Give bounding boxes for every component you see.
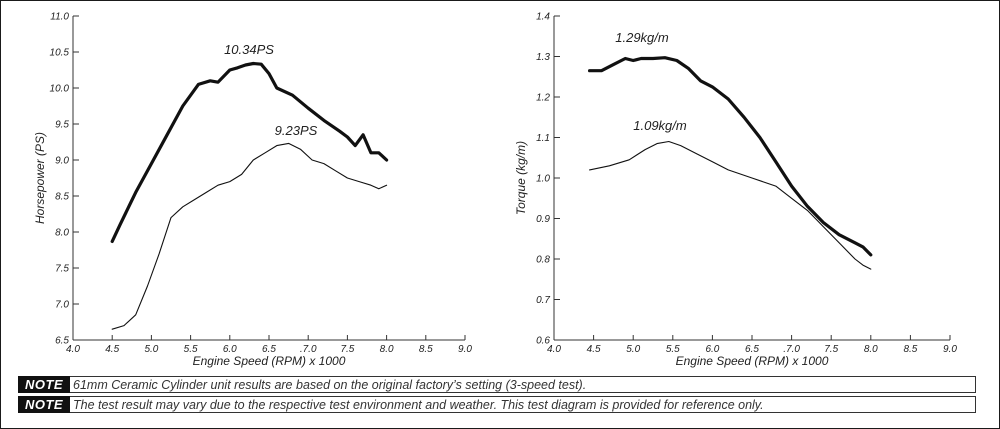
note-row-2: NOTE The test result may vary due to the… (18, 396, 976, 413)
series-line-stock (111, 142, 388, 330)
x-tick-label: 8.5 (903, 344, 917, 355)
x-tick-label: 5.5 (666, 344, 680, 355)
y-tick-label: 1.4 (536, 12, 550, 23)
x-tick-label: 6.0 (705, 344, 719, 355)
x-tick-label: 4.5 (587, 344, 601, 355)
y-tick-label: 10.5 (50, 48, 70, 59)
y-tick-label: 0.8 (536, 255, 550, 266)
series-line-modified (110, 61, 389, 243)
note-row-1: NOTE 61mm Ceramic Cylinder unit results … (18, 376, 976, 393)
x-tick-label: 5.0 (144, 344, 158, 355)
y-tick-label: 9.5 (55, 120, 69, 131)
x-tick-label: 4.0 (66, 344, 80, 355)
x-tick-label: 9.0 (458, 344, 472, 355)
x-tick-label: 7.5 (340, 344, 354, 355)
x-tick-label: 6.5 (745, 344, 759, 355)
x-tick-label: 8.0 (864, 344, 878, 355)
note-text: The test result may vary due to the resp… (70, 396, 976, 413)
x-tick-label: 4.0 (547, 344, 561, 355)
x-tick-label: 5.5 (184, 344, 198, 355)
y-tick-label: 10.0 (50, 84, 70, 95)
note-badge: NOTE (18, 376, 70, 393)
x-tick-label: 6.0 (223, 344, 237, 355)
torque-chart: 0.6 0.7 0.8 0.9 1.0 1.1 1.2 1.3 1.4 4.0 4.5 5.0 5.5 6… (514, 12, 957, 369)
y-tick-label: 7.5 (55, 264, 69, 275)
x-tick-label: .7.0 (300, 344, 317, 355)
x-tick-label: 4.5 (105, 344, 119, 355)
x-tick-label: .7.0 (783, 344, 800, 355)
y-tick-label: 1.3 (536, 52, 550, 63)
y-tick-label: 1.1 (536, 133, 550, 144)
x-tick-label: 5.0 (626, 344, 640, 355)
peak-label-stock: 9.23PS (275, 123, 318, 138)
y-tick-label: 0.6 (536, 336, 550, 347)
y-axis-title: Torque (kg/m) (514, 141, 528, 215)
y-tick-label: 1.0 (536, 174, 550, 185)
y-tick-label: 8.5 (55, 192, 69, 203)
peak-label-modified: 1.29kg/m (615, 30, 669, 45)
note-text: 61mm Ceramic Cylinder unit results are b… (70, 376, 976, 393)
y-axis-title: Horsepower (PS) (33, 132, 47, 224)
peak-label-stock: 1.09kg/m (633, 118, 687, 133)
x-tick-label: 9.0 (943, 344, 957, 355)
y-tick-label: 6.5 (55, 336, 69, 347)
y-tick-label: 0.7 (536, 295, 550, 306)
x-tick-label: 8.5 (419, 344, 433, 355)
y-tick-label: 0.9 (536, 214, 550, 225)
peak-label-modified: 10.34PS (224, 42, 274, 57)
horsepower-chart: 6.5 7.0 7.5 8.0 8.5 9.0 9.5 10.0 10.5 11.0 4.0 4.5 5… (33, 12, 472, 369)
y-tick-label: 8.0 (55, 228, 69, 239)
note-badge: NOTE (18, 396, 70, 413)
x-axis-title: Engine Speed (RPM) x 1000 (676, 354, 829, 368)
x-tick-label: 6.5 (262, 344, 276, 355)
series-line-stock (589, 140, 872, 270)
y-tick-label: 9.0 (55, 156, 69, 167)
x-axis-title: Engine Speed (RPM) x 1000 (193, 354, 346, 368)
x-tick-label: 8.0 (380, 344, 394, 355)
y-tick-label: 1.2 (536, 93, 550, 104)
y-tick-label: 7.0 (55, 300, 69, 311)
series-line-modified (587, 56, 873, 257)
y-tick-label: 11.0 (50, 12, 69, 23)
x-tick-label: 7.5 (824, 344, 838, 355)
